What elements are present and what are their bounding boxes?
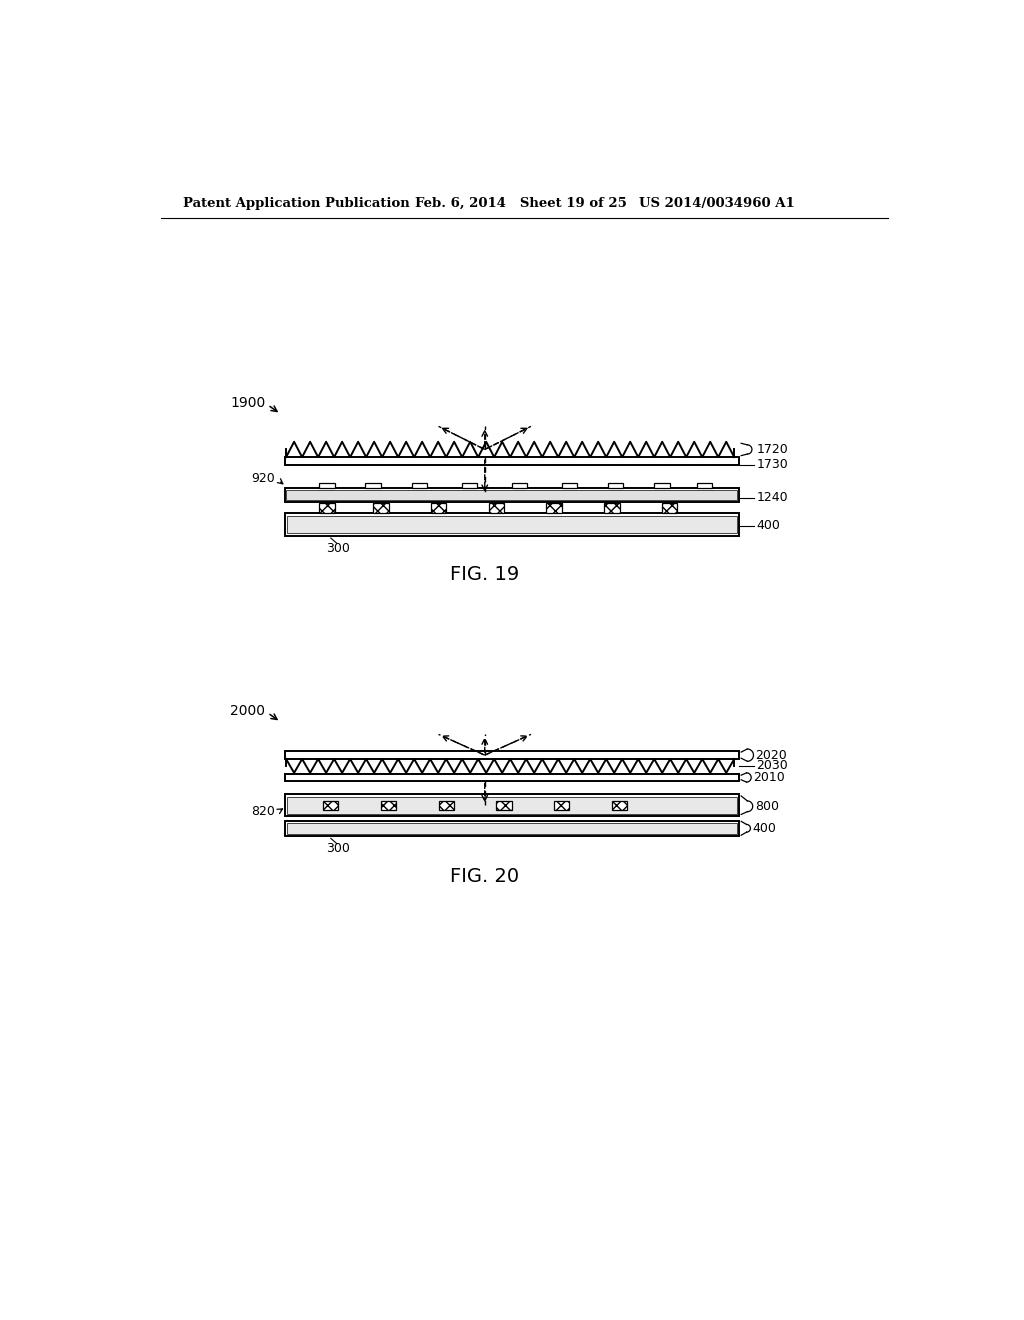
Bar [285,488,739,502]
Text: 2020: 2020 [755,748,786,762]
Bar [488,503,504,512]
Bar [662,503,677,512]
Bar [608,483,624,488]
Bar [285,751,739,759]
Bar [547,503,562,512]
Text: 400: 400 [757,519,780,532]
Bar [497,800,512,810]
Bar [287,822,736,834]
Bar [381,800,396,810]
Bar [462,483,477,488]
Bar [604,503,620,512]
Text: 1900: 1900 [230,396,265,411]
Text: US 2014/0034960 A1: US 2014/0034960 A1 [639,197,795,210]
Text: 300: 300 [327,842,350,855]
Bar [285,457,739,465]
Bar [373,503,388,512]
Bar [323,800,339,810]
Bar [287,797,736,813]
Bar [562,483,578,488]
Text: FIG. 19: FIG. 19 [451,565,519,583]
Text: Patent Application Publication: Patent Application Publication [183,197,410,210]
Bar [285,512,739,536]
Text: 300: 300 [327,541,350,554]
Text: 1240: 1240 [757,491,788,504]
Bar [366,483,381,488]
Bar [512,483,527,488]
Text: 2030: 2030 [757,759,788,772]
Text: 1720: 1720 [757,444,788,455]
Text: 800: 800 [755,800,779,813]
Bar [412,483,427,488]
Bar [654,483,670,488]
Bar [285,775,739,780]
Text: 2010: 2010 [753,771,784,784]
Bar [286,490,737,500]
Bar [438,800,454,810]
Bar [285,821,739,836]
Text: 1730: 1730 [757,458,788,471]
Bar [287,516,736,533]
Text: 820: 820 [252,805,275,818]
Bar [554,800,569,810]
Text: 920: 920 [252,473,275,486]
Text: Feb. 6, 2014   Sheet 19 of 25: Feb. 6, 2014 Sheet 19 of 25 [416,197,628,210]
Bar [319,503,335,512]
Text: 2000: 2000 [230,705,265,718]
Text: FIG. 20: FIG. 20 [451,866,519,886]
Bar [431,503,446,512]
Bar [696,483,712,488]
Bar [611,800,628,810]
Bar [285,795,739,816]
Bar [319,483,335,488]
Text: 400: 400 [753,822,776,834]
